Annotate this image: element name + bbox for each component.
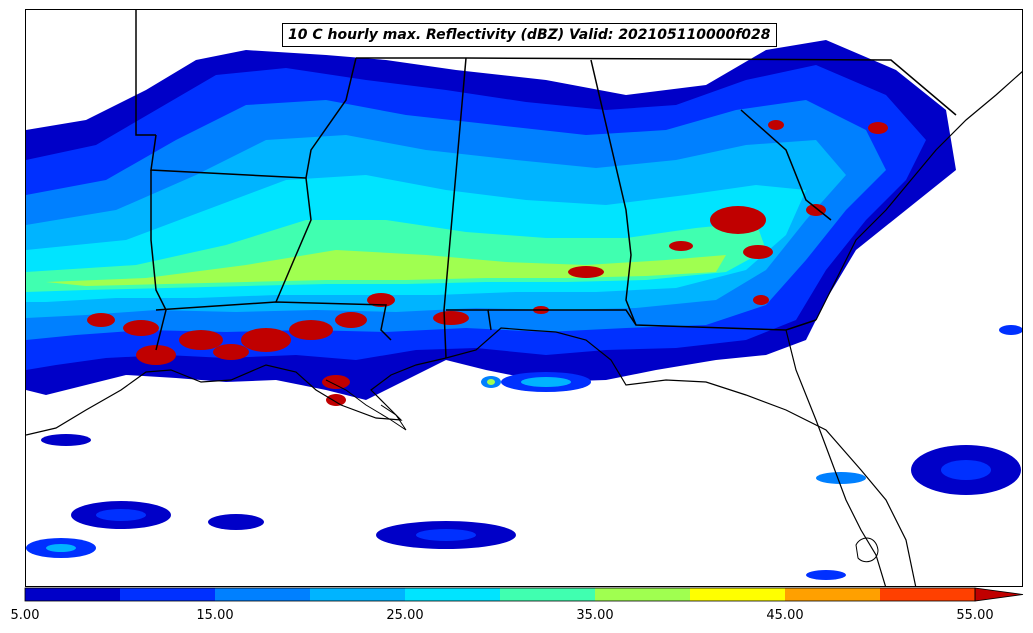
coastline	[26, 327, 917, 586]
colorbar-bin	[25, 588, 120, 601]
map-panel: 10 C hourly max. Reflectivity (dBZ) Vali…	[25, 9, 1023, 587]
colorbar-extend-arrow	[974, 587, 1024, 602]
colorbar-bin	[120, 588, 215, 601]
colorbar	[24, 587, 1024, 602]
florida-lake	[855, 537, 879, 563]
colorbar-outline	[24, 587, 976, 602]
colorbar-tick-label: 45.00	[766, 608, 804, 623]
state-boundaries	[135, 10, 957, 359]
colorbar-tick-label: 55.00	[956, 608, 994, 623]
reflectivity-map	[26, 10, 1022, 586]
colorbar-bin	[880, 588, 975, 601]
colorbar-bin	[405, 588, 500, 601]
atlantic-coast	[815, 70, 1022, 321]
colorbar-bin	[500, 588, 595, 601]
colorbar-bin	[215, 588, 310, 601]
colorbar-tick-label: 5.00	[10, 608, 40, 623]
storm-cores	[87, 120, 888, 406]
precip-shield	[26, 40, 956, 400]
scattered-cells	[26, 325, 1022, 580]
colorbar-bin	[785, 588, 880, 601]
colorbar-bin	[310, 588, 405, 601]
colorbar-tick-label: 15.00	[196, 608, 234, 623]
colorbar-bin	[690, 588, 785, 601]
colorbar-tick-label: 35.00	[576, 608, 614, 623]
colorbar-bin	[595, 588, 690, 601]
colorbar-tick-label: 25.00	[386, 608, 424, 623]
map-title: 10 C hourly max. Reflectivity (dBZ) Vali…	[282, 23, 777, 47]
florida-outline	[785, 329, 887, 586]
mississippi-delta	[325, 379, 407, 431]
